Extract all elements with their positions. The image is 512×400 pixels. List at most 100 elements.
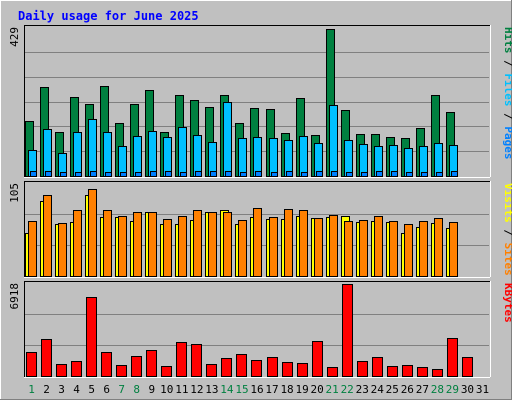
bar-files-22 <box>344 140 353 177</box>
x-tick-label: 11 <box>175 383 188 396</box>
bar-sites-17 <box>269 217 278 277</box>
x-tick-label: 12 <box>190 383 203 396</box>
x-tick-label: 16 <box>250 383 263 396</box>
bar-sites-6 <box>103 210 112 277</box>
legend-entry-visits: Visits <box>502 183 512 223</box>
x-tick-label: 19 <box>295 383 308 396</box>
bar-files-11 <box>178 127 187 177</box>
bar-kbytes-27 <box>417 367 428 377</box>
bar-sites-2 <box>43 195 52 277</box>
bar-sites-7 <box>118 216 127 277</box>
legend-entry-sites: Sites <box>502 243 512 276</box>
bar-pages-3 <box>60 172 67 177</box>
bar-pages-28 <box>436 172 443 177</box>
legend-separator: / <box>502 107 512 127</box>
bar-kbytes-1 <box>26 352 37 377</box>
bar-files-15 <box>238 138 247 177</box>
bar-kbytes-4 <box>71 361 82 377</box>
bar-pages-5 <box>90 171 97 177</box>
bar-pages-25 <box>391 171 398 177</box>
x-tick-label: 20 <box>311 383 324 396</box>
bar-kbytes-10 <box>161 366 172 377</box>
bar-pages-11 <box>180 172 187 177</box>
bar-sites-5 <box>88 189 97 277</box>
x-tick-label: 24 <box>371 383 385 396</box>
bar-pages-7 <box>120 172 127 177</box>
bar-kbytes-3 <box>56 364 67 377</box>
bar-sites-24 <box>374 216 383 277</box>
x-tick-label: 7 <box>118 383 125 396</box>
bar-sites-9 <box>148 212 157 277</box>
x-tick-label: 15 <box>235 383 248 396</box>
bar-files-12 <box>193 135 202 177</box>
x-tick-label: 2 <box>43 383 50 396</box>
series-files <box>28 102 458 177</box>
bar-pages-17 <box>271 172 278 177</box>
bar-pages-19 <box>301 172 308 177</box>
x-tick-label: 6 <box>103 383 110 396</box>
legend: Visits / Sites <box>502 183 512 276</box>
bar-sites-13 <box>208 212 217 277</box>
legend-entry-kbytes: KBytes <box>502 283 512 323</box>
bar-kbytes-2 <box>41 339 52 377</box>
legend: KBytes <box>502 283 512 323</box>
bar-sites-23 <box>359 220 368 277</box>
bar-kbytes-17 <box>267 357 278 377</box>
bar-sites-11 <box>178 216 187 277</box>
bar-pages-8 <box>135 172 142 177</box>
bar-files-6 <box>103 132 112 177</box>
bar-files-19 <box>299 136 308 177</box>
bar-files-8 <box>133 136 142 177</box>
bar-sites-22 <box>344 221 353 277</box>
x-tick-label: 25 <box>386 383 399 396</box>
bar-sites-12 <box>193 210 202 277</box>
bar-pages-6 <box>105 172 112 177</box>
x-tick-label: 27 <box>416 383 429 396</box>
bar-kbytes-30 <box>462 357 473 377</box>
bar-pages-16 <box>255 171 262 177</box>
bar-sites-28 <box>434 218 443 277</box>
x-tick-label: 13 <box>205 383 218 396</box>
bar-pages-20 <box>316 171 323 177</box>
x-tick-label: 18 <box>280 383 293 396</box>
bar-kbytes-9 <box>146 350 157 377</box>
x-tick-label: 9 <box>148 383 155 396</box>
bar-pages-9 <box>150 171 157 177</box>
bar-pages-4 <box>75 172 82 177</box>
series-sites <box>28 189 458 277</box>
bar-sites-4 <box>73 210 82 277</box>
x-tick-label: 30 <box>461 383 474 396</box>
bar-sites-8 <box>133 212 142 277</box>
x-tick-label: 17 <box>265 383 278 396</box>
x-tick-label: 21 <box>326 383 339 396</box>
bar-sites-26 <box>404 224 413 277</box>
bar-kbytes-18 <box>282 362 293 377</box>
panel-kbytes: 6918 KBytes <box>8 281 512 378</box>
bar-sites-3 <box>58 223 67 277</box>
bar-files-10 <box>163 137 172 177</box>
x-tick-label: 28 <box>431 383 444 396</box>
bar-kbytes-7 <box>116 365 127 377</box>
series-pages <box>30 171 458 177</box>
bar-pages-12 <box>195 171 202 177</box>
bar-kbytes-26 <box>402 365 413 377</box>
bar-pages-22 <box>346 172 353 177</box>
chart-title: Daily usage for June 2025 <box>18 9 199 23</box>
legend-separator: / <box>502 223 512 243</box>
bar-pages-15 <box>240 172 247 177</box>
bar-sites-19 <box>299 210 308 277</box>
bar-kbytes-29 <box>447 338 458 377</box>
legend-entry-hits: Hits <box>502 27 512 54</box>
x-tick-label: 8 <box>133 383 140 396</box>
bar-sites-20 <box>314 218 323 277</box>
bar-files-14 <box>223 102 232 177</box>
x-axis-labels: 1 2 3 4 5 6 7 8 9 10 11 12 13 14 15 16 17 18 19 20 21 22 23 24 2… <box>28 383 489 396</box>
bar-pages-23 <box>361 172 368 177</box>
bar-pages-13 <box>210 171 217 177</box>
y-max-label: 429 <box>8 27 21 47</box>
bar-files-16 <box>253 137 262 177</box>
bar-kbytes-28 <box>432 369 443 377</box>
bar-pages-29 <box>451 171 458 177</box>
series-kbytes <box>26 284 473 377</box>
